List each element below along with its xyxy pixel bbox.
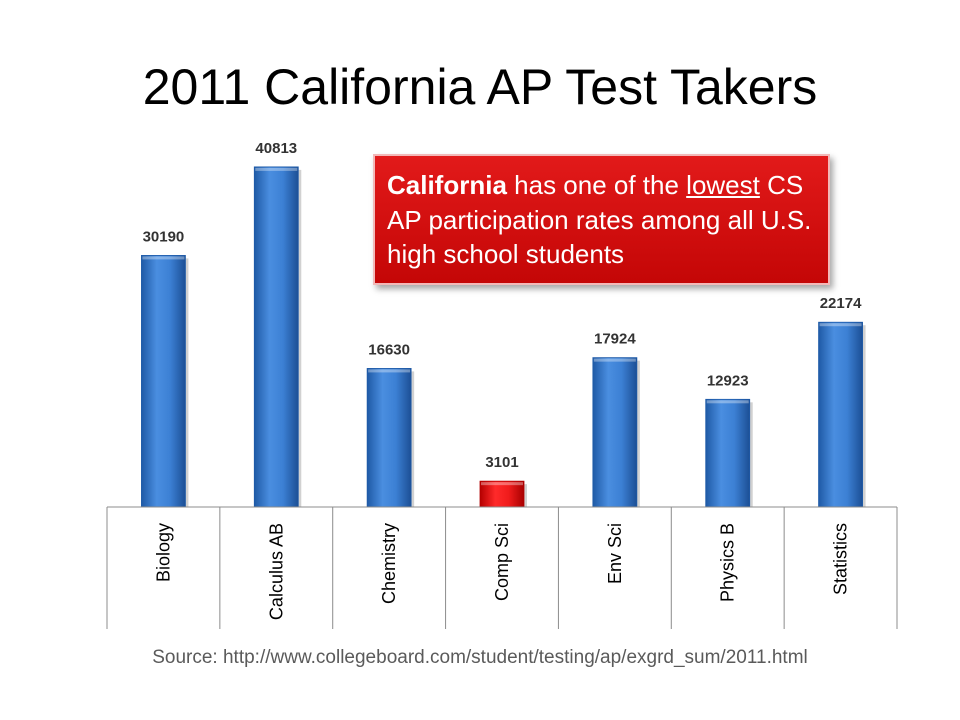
data-label: 40813 bbox=[255, 140, 297, 157]
data-label: 30190 bbox=[143, 228, 185, 245]
bars-group: 30190 40813 16630 3101 17924 12923 22174 bbox=[141, 140, 866, 508]
x-axis: Biology Calculus AB Chemistry Comp Sci Env S… bbox=[106, 506, 898, 629]
bar-env-sci bbox=[592, 357, 638, 508]
callout-underlined: lowest bbox=[686, 170, 760, 200]
bar-comp-sci bbox=[479, 480, 525, 508]
tick-label: Biology bbox=[153, 523, 173, 582]
bar-top-sheen bbox=[819, 323, 862, 327]
tick-label: Comp Sci bbox=[492, 523, 512, 601]
data-label: 3101 bbox=[485, 454, 518, 471]
bar-top-sheen bbox=[142, 256, 185, 260]
source-note: Source: http://www.collegeboard.com/stud… bbox=[152, 647, 808, 668]
callout-box: California has one of the lowest CS AP p… bbox=[373, 154, 830, 285]
bar-top-sheen bbox=[368, 369, 411, 373]
tick-label: Physics B bbox=[718, 523, 738, 602]
callout-text-2: CS AP participation rates among all U.S.… bbox=[387, 170, 812, 270]
bar-calculus-ab bbox=[253, 166, 299, 508]
bar-physics-b bbox=[705, 398, 751, 508]
callout-bold: California bbox=[387, 170, 507, 200]
tick-label: Calculus AB bbox=[266, 523, 286, 620]
tick-label: Chemistry bbox=[379, 523, 399, 604]
chart-title: 2011 California AP Test Takers bbox=[142, 59, 818, 115]
bar-top-sheen bbox=[481, 482, 523, 486]
data-label: 22174 bbox=[820, 295, 862, 312]
tick-label: Statistics bbox=[831, 523, 851, 595]
bar-top-sheen bbox=[706, 400, 749, 404]
bar-top-sheen bbox=[255, 167, 298, 171]
data-label: 17924 bbox=[594, 331, 636, 348]
data-label: 16630 bbox=[368, 341, 410, 358]
bar-statistics bbox=[818, 321, 863, 508]
bar-top-sheen bbox=[593, 358, 636, 362]
callout-text-1: has one of the bbox=[506, 170, 687, 200]
data-label: 12923 bbox=[707, 372, 749, 389]
bar-biology bbox=[141, 255, 186, 508]
tick-label: Env Sci bbox=[605, 523, 625, 584]
bar-chemistry bbox=[366, 368, 412, 508]
